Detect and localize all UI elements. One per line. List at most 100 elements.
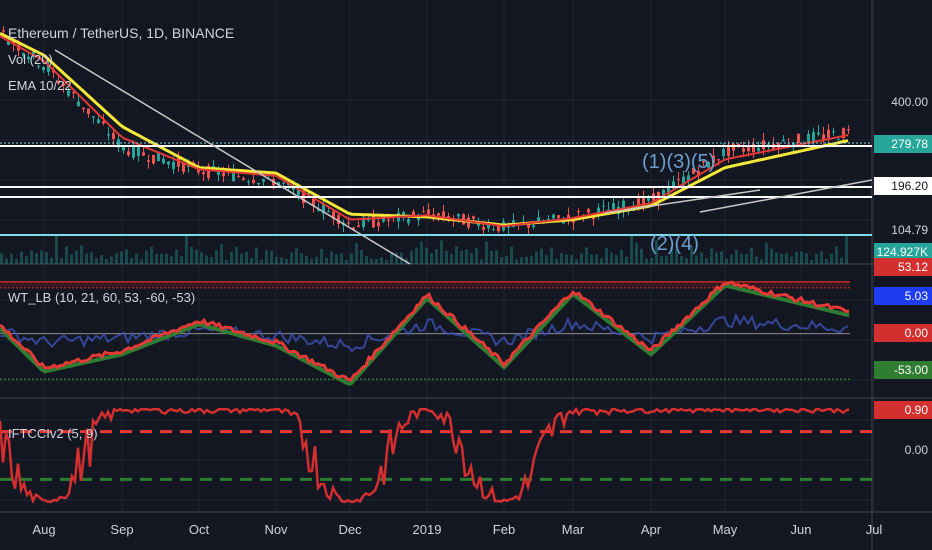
candle-body bbox=[687, 175, 690, 182]
wt-legend[interactable]: WT_LB (10, 21, 60, 53, -60, -53) bbox=[8, 290, 196, 305]
candle-body bbox=[797, 133, 800, 143]
volume-bar bbox=[110, 256, 113, 264]
volume-bar bbox=[610, 252, 613, 264]
volume-bar bbox=[615, 255, 618, 264]
candle-body bbox=[757, 147, 760, 152]
volume-bar bbox=[640, 248, 643, 264]
volume-bar bbox=[365, 256, 368, 264]
volume-bar bbox=[230, 251, 233, 264]
wt-histogram-line bbox=[0, 312, 849, 353]
candle-body bbox=[387, 219, 390, 222]
volume-bar bbox=[750, 247, 753, 264]
volume-bar bbox=[820, 251, 823, 264]
candle-body bbox=[377, 222, 380, 227]
time-axis-label: Apr bbox=[641, 522, 662, 537]
volume-bar bbox=[665, 255, 668, 264]
ift-axis-label-tag bbox=[874, 401, 932, 419]
volume-bar bbox=[435, 248, 438, 264]
volume-bar bbox=[65, 246, 68, 264]
ift-line bbox=[0, 406, 850, 505]
candle-body bbox=[402, 212, 405, 216]
candle-body bbox=[362, 217, 365, 228]
volume-bar bbox=[730, 254, 733, 264]
candle-body bbox=[567, 214, 570, 218]
candle-body bbox=[552, 214, 555, 219]
volume-bar bbox=[260, 259, 263, 264]
time-axis-label: Sep bbox=[110, 522, 133, 537]
candle-body bbox=[667, 186, 670, 195]
volume-bar bbox=[280, 257, 283, 264]
candle-body bbox=[662, 189, 665, 197]
volume-bar bbox=[485, 241, 488, 264]
volume-bar bbox=[720, 251, 723, 264]
volume-bar bbox=[100, 255, 103, 264]
ema-legend[interactable]: EMA 10/22 bbox=[8, 78, 72, 93]
time-axis-label: Oct bbox=[189, 522, 210, 537]
volume-bar bbox=[805, 253, 808, 264]
volume-bar bbox=[705, 258, 708, 264]
candle-body bbox=[712, 155, 715, 164]
candle-body bbox=[412, 211, 415, 216]
candle-body bbox=[537, 217, 540, 223]
volume-bar bbox=[420, 241, 423, 264]
candle-body bbox=[842, 128, 845, 139]
volume-bar bbox=[740, 253, 743, 264]
candle-body bbox=[427, 209, 430, 215]
candle-body bbox=[807, 133, 810, 143]
volume-legend[interactable]: Vol (20) bbox=[8, 52, 53, 67]
volume-bar bbox=[190, 247, 193, 264]
volume-bar bbox=[285, 258, 288, 264]
volume-bar bbox=[445, 251, 448, 264]
time-axis-label: May bbox=[713, 522, 738, 537]
volume-bar bbox=[200, 252, 203, 264]
volume-bar bbox=[545, 255, 548, 264]
volume-bar bbox=[290, 252, 293, 264]
symbol-title[interactable]: Ethereum / TetherUS, 1D, BINANCE bbox=[8, 25, 235, 41]
volume-bar bbox=[55, 234, 58, 264]
candle-body bbox=[717, 159, 720, 161]
volume-bar bbox=[10, 253, 13, 264]
candle-body bbox=[252, 179, 255, 184]
volume-bar bbox=[530, 255, 533, 264]
candle-body bbox=[407, 219, 410, 224]
candle-body bbox=[682, 176, 685, 186]
volume-bar bbox=[305, 256, 308, 264]
candle-body bbox=[102, 121, 105, 124]
candle-body bbox=[847, 128, 850, 131]
volume-bar bbox=[835, 246, 838, 264]
volume-bar bbox=[320, 248, 323, 264]
time-axis-label: Nov bbox=[264, 522, 288, 537]
candle-body bbox=[832, 131, 835, 133]
candle-body bbox=[162, 158, 165, 164]
volume-bar bbox=[625, 256, 628, 264]
candle-body bbox=[822, 134, 825, 140]
candle-body bbox=[637, 198, 640, 210]
candle-body bbox=[67, 90, 70, 96]
candle-body bbox=[2, 30, 5, 32]
candle-body bbox=[707, 161, 710, 168]
ift-legend[interactable]: IFTCCIv2 (5, 9) bbox=[8, 426, 98, 441]
volume-bar bbox=[345, 259, 348, 264]
candle-body bbox=[437, 213, 440, 216]
candle-body bbox=[692, 168, 695, 174]
volume-bar bbox=[75, 250, 78, 264]
candle-body bbox=[292, 187, 295, 190]
candle-body bbox=[17, 44, 20, 51]
volume-bar bbox=[450, 253, 453, 264]
candle-body bbox=[137, 146, 140, 157]
volume-bar bbox=[635, 242, 638, 264]
wt-axis-label-tag bbox=[874, 324, 932, 342]
candle-body bbox=[602, 205, 605, 207]
volume-bar bbox=[760, 259, 763, 264]
candle-body bbox=[212, 165, 215, 168]
volume-bar bbox=[330, 251, 333, 264]
candle-body bbox=[132, 144, 135, 158]
candle-body bbox=[262, 179, 265, 182]
volume-bar bbox=[670, 247, 673, 264]
wave-annotation-bottom: (2)(4) bbox=[650, 233, 699, 255]
volume-bar bbox=[60, 258, 63, 264]
candle-body bbox=[297, 188, 300, 196]
volume-bar bbox=[460, 250, 463, 264]
volume-bar bbox=[555, 258, 558, 264]
